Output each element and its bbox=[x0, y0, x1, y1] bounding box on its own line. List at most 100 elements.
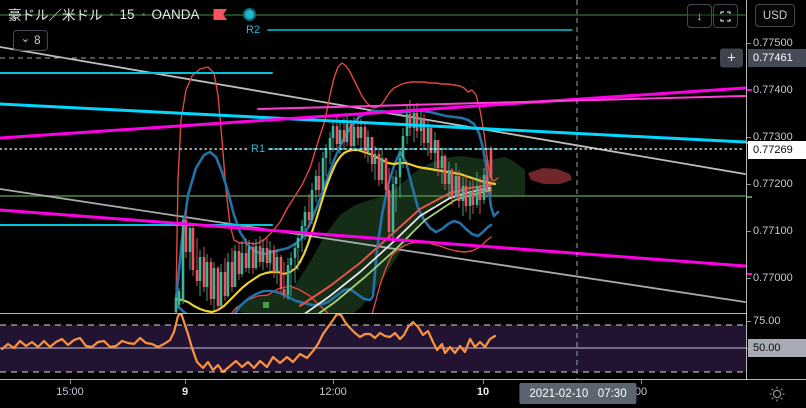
candle-body bbox=[279, 257, 283, 289]
candle-body bbox=[293, 248, 297, 258]
magenta-trend-upper-2[interactable] bbox=[257, 95, 746, 110]
price-axis-tick bbox=[747, 321, 751, 322]
candle-body bbox=[356, 127, 360, 138]
ichimoku-cloud-red bbox=[528, 168, 572, 184]
maximize-pane-button[interactable] bbox=[713, 4, 738, 28]
magenta-trend-upper[interactable] bbox=[0, 86, 746, 140]
price-axis-separator[interactable] bbox=[746, 0, 747, 408]
candle-body bbox=[268, 250, 272, 263]
candle-body bbox=[223, 272, 227, 296]
candle-body bbox=[450, 170, 454, 197]
candle-body bbox=[247, 247, 251, 268]
candle-body bbox=[380, 158, 384, 180]
symbol-title-row[interactable]: 豪ドル／米ドル 15 OANDA bbox=[8, 4, 256, 24]
candle-body bbox=[230, 262, 234, 287]
line-level-tick bbox=[747, 89, 752, 91]
candle-body bbox=[219, 272, 223, 306]
candle-body bbox=[237, 251, 241, 274]
indicator-count: 8 bbox=[34, 34, 41, 47]
candle-body bbox=[226, 262, 230, 296]
pane-separator[interactable] bbox=[0, 313, 806, 314]
candle-body bbox=[433, 140, 437, 153]
title-separator-dot bbox=[109, 12, 113, 16]
time-axis[interactable]: 15:00 9 12:00 10 00 2021-02-10 07:30 bbox=[0, 380, 806, 408]
timeframe-label[interactable]: 15 bbox=[119, 6, 135, 22]
price-axis-label: 0.77000 bbox=[753, 272, 793, 284]
flag-bookmark-icon[interactable] bbox=[213, 8, 228, 21]
candle-body bbox=[251, 247, 255, 268]
candle-body bbox=[177, 291, 181, 305]
candle-body bbox=[212, 268, 216, 299]
candle-body bbox=[244, 253, 248, 268]
currency-unit-button[interactable]: USD bbox=[755, 4, 795, 27]
candle-body bbox=[447, 170, 451, 184]
time-axis-label: 12:00 bbox=[319, 386, 347, 398]
candle-body bbox=[321, 158, 325, 190]
time-axis-label: 15:00 bbox=[56, 386, 84, 398]
candle-body bbox=[398, 158, 402, 177]
candle-body bbox=[216, 268, 220, 306]
scroll-to-recent-button[interactable]: ↓ bbox=[687, 4, 712, 28]
time-axis-tick bbox=[333, 380, 334, 384]
maximize-icon bbox=[720, 10, 731, 22]
candle-body bbox=[240, 253, 244, 274]
candle-body bbox=[349, 124, 353, 146]
candle-body bbox=[464, 186, 468, 206]
candle-body bbox=[475, 186, 479, 205]
scale-settings-sun-icon[interactable] bbox=[769, 386, 785, 402]
candlesticks[interactable] bbox=[174, 100, 493, 314]
price-axis-label: 0.77500 bbox=[753, 37, 793, 49]
cyan-trend[interactable] bbox=[0, 102, 746, 144]
blue-band-lower[interactable] bbox=[174, 150, 493, 326]
time-axis-tick bbox=[483, 380, 484, 384]
axis-corner[interactable] bbox=[747, 380, 806, 408]
crosshair-date-label: 2021-02-10 07:30 bbox=[519, 383, 637, 404]
symbol-name[interactable]: 豪ドル／米ドル bbox=[8, 8, 103, 23]
pivot-r1-label[interactable]: R1 bbox=[248, 143, 269, 155]
crosshair-price-label: 0.77461 bbox=[748, 49, 806, 67]
exchange-label[interactable]: OANDA bbox=[151, 6, 200, 22]
candle-body bbox=[377, 154, 381, 180]
price-axis-label: 0.77200 bbox=[753, 178, 793, 190]
candle-body bbox=[335, 126, 339, 144]
candle-body bbox=[443, 156, 447, 184]
magenta-trend-lower[interactable] bbox=[0, 208, 746, 268]
candle-body bbox=[191, 228, 195, 270]
candle-body bbox=[471, 191, 475, 205]
time-axis-tick bbox=[70, 380, 71, 384]
candle-body bbox=[195, 270, 199, 281]
candle-body bbox=[489, 150, 493, 178]
time-axis-label: 10 bbox=[476, 386, 490, 398]
candle-body bbox=[429, 128, 433, 153]
candle-body bbox=[426, 128, 430, 143]
candle-body bbox=[258, 246, 262, 262]
collapsed-indicators-button[interactable]: ⌄ 8 bbox=[13, 30, 48, 51]
candle-body bbox=[373, 154, 377, 164]
price-axis[interactable]: 0.77500 0.77400 0.77300 0.77200 0.77100 0.770… bbox=[747, 0, 806, 379]
event-marker[interactable] bbox=[263, 302, 269, 308]
price-axis-tick bbox=[747, 184, 751, 185]
time-axis-label: 9 bbox=[181, 386, 189, 398]
candle-body bbox=[401, 136, 405, 158]
candle-body bbox=[181, 220, 185, 301]
candle-body bbox=[391, 184, 395, 232]
bb-lower-red[interactable] bbox=[175, 236, 492, 374]
candle-body bbox=[457, 176, 461, 201]
pivot-r2-label[interactable]: R2 bbox=[243, 24, 264, 36]
chevron-down-icon: ⌄ bbox=[20, 33, 31, 45]
candle-body bbox=[440, 156, 444, 168]
candle-body bbox=[468, 191, 472, 206]
candle-body bbox=[289, 258, 293, 265]
candle-body bbox=[345, 124, 349, 142]
bb-upper-red[interactable] bbox=[175, 62, 499, 301]
gray-trend-2[interactable] bbox=[0, 188, 746, 303]
candle-body bbox=[314, 176, 318, 190]
rsi-pane[interactable] bbox=[0, 313, 746, 374]
candle-body bbox=[394, 177, 398, 184]
rsi-line[interactable] bbox=[0, 313, 497, 374]
ema-green[interactable] bbox=[308, 189, 492, 321]
candle-body bbox=[328, 138, 332, 150]
crosshair-add-order-button[interactable]: + bbox=[720, 48, 743, 68]
price-pane[interactable] bbox=[0, 14, 746, 374]
